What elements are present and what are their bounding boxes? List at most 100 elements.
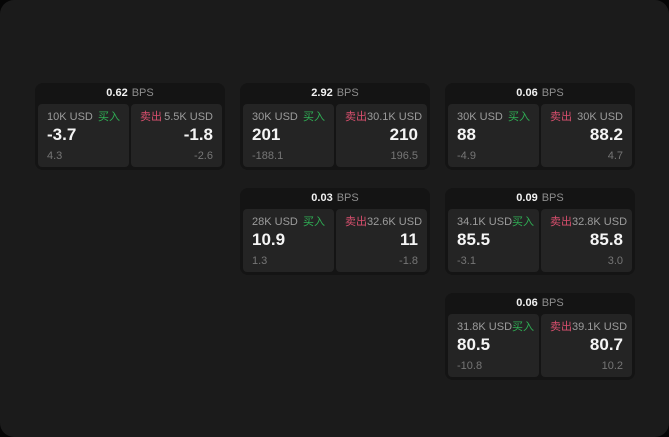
buy-label: 买入 xyxy=(512,321,535,333)
sell-panel[interactable]: 卖出 32.6K USD 11 -1.8 xyxy=(336,209,427,272)
sell-delta: -1.8 xyxy=(399,255,418,267)
sell-amount: 30K USD xyxy=(577,111,623,123)
sell-price: -1.8 xyxy=(183,125,213,144)
buy-label: 买入 xyxy=(508,111,530,123)
buy-price: 88 xyxy=(457,125,476,144)
buy-panel[interactable]: 28K USD 买入 10.9 1.3 xyxy=(243,209,334,272)
buy-panel-top-row: 30K USD 买入 xyxy=(252,111,325,124)
buy-price: 201 xyxy=(252,125,281,144)
sell-price: 11 xyxy=(400,230,418,249)
sell-panel[interactable]: 卖出 30K USD 88.2 4.7 xyxy=(541,104,632,167)
buy-price: 85.5 xyxy=(457,230,491,249)
quote-card: 0.62 BPS 10K USD 买入 -3.7 4.3 卖出 5.5K USD … xyxy=(35,83,225,170)
sell-price: 210 xyxy=(389,125,418,144)
quote-card: 0.06 BPS 31.8K USD 买入 80.5 -10.8 卖出 39.1K… xyxy=(445,293,635,380)
buy-price: 10.9 xyxy=(252,230,286,249)
bps-value: 2.92 xyxy=(311,87,333,99)
buy-amount: 34.1K USD xyxy=(457,216,513,228)
quote-panels: 30K USD 买入 201 -188.1 卖出 30.1K USD 210 1… xyxy=(243,104,427,167)
sell-panel-top-row: 卖出 39.1K USD xyxy=(550,321,627,334)
buy-delta: -10.8 xyxy=(457,360,483,372)
buy-delta: 4.3 xyxy=(47,150,63,162)
sell-price: 88.2 xyxy=(589,125,623,144)
bps-unit-label: BPS xyxy=(131,87,154,99)
buy-panel-top-row: 34.1K USD 买入 xyxy=(457,216,534,229)
bps-value: 0.62 xyxy=(106,87,128,99)
sell-label: 卖出 xyxy=(345,111,367,123)
buy-panel-top-row: 28K USD 买入 xyxy=(252,216,325,229)
sell-delta: 10.2 xyxy=(601,360,623,372)
quote-panels: 30K USD 买入 88 -4.9 卖出 30K USD 88.2 4.7 xyxy=(448,104,632,167)
sell-panel[interactable]: 卖出 30.1K USD 210 196.5 xyxy=(336,104,427,167)
buy-amount: 28K USD xyxy=(252,216,298,228)
buy-label: 买入 xyxy=(303,216,325,228)
bps-unit-label: BPS xyxy=(541,192,564,204)
buy-label: 买入 xyxy=(512,216,535,228)
bps-value: 0.09 xyxy=(516,192,538,204)
buy-panel[interactable]: 31.8K USD 买入 80.5 -10.8 xyxy=(448,314,539,377)
sell-price: 85.8 xyxy=(589,230,623,249)
sell-amount: 5.5K USD xyxy=(164,111,213,123)
buy-panel[interactable]: 30K USD 买入 201 -188.1 xyxy=(243,104,334,167)
sell-delta: -2.6 xyxy=(194,150,213,162)
buy-amount: 10K USD xyxy=(47,111,93,123)
buy-delta: -3.1 xyxy=(457,255,476,267)
quote-panels: 34.1K USD 买入 85.5 -3.1 卖出 32.8K USD 85.8… xyxy=(448,209,632,272)
sell-label: 卖出 xyxy=(140,111,162,123)
buy-panel-top-row: 31.8K USD 买入 xyxy=(457,321,534,334)
sell-label: 卖出 xyxy=(345,216,367,228)
buy-delta: -188.1 xyxy=(252,150,284,162)
sell-panel-top-row: 卖出 5.5K USD xyxy=(140,111,213,124)
sell-amount: 30.1K USD xyxy=(367,111,423,123)
sell-amount: 39.1K USD xyxy=(572,321,628,333)
sell-label: 卖出 xyxy=(550,216,572,228)
bps-unit-label: BPS xyxy=(336,87,359,99)
card-header: 0.03 BPS xyxy=(243,188,427,209)
sell-panel-top-row: 卖出 30K USD xyxy=(550,111,623,124)
buy-panel[interactable]: 34.1K USD 买入 85.5 -3.1 xyxy=(448,209,539,272)
card-header: 0.09 BPS xyxy=(448,188,632,209)
buy-panel-top-row: 10K USD 买入 xyxy=(47,111,120,124)
sell-panel-top-row: 卖出 32.8K USD xyxy=(550,216,627,229)
bps-value: 0.06 xyxy=(516,297,538,309)
card-header: 0.62 BPS xyxy=(38,83,222,104)
sell-delta: 4.7 xyxy=(607,150,623,162)
quote-panels: 31.8K USD 买入 80.5 -10.8 卖出 39.1K USD 80.… xyxy=(448,314,632,377)
card-header: 2.92 BPS xyxy=(243,83,427,104)
buy-delta: -4.9 xyxy=(457,150,476,162)
buy-amount: 30K USD xyxy=(252,111,298,123)
quote-card: 0.09 BPS 34.1K USD 买入 85.5 -3.1 卖出 32.8K … xyxy=(445,188,635,275)
sell-amount: 32.8K USD xyxy=(572,216,628,228)
bps-unit-label: BPS xyxy=(541,87,564,99)
sell-panel-top-row: 卖出 30.1K USD xyxy=(345,111,422,124)
sell-amount: 32.6K USD xyxy=(367,216,423,228)
sell-label: 卖出 xyxy=(550,111,572,123)
quote-card: 0.06 BPS 30K USD 买入 88 -4.9 卖出 30K USD 88… xyxy=(445,83,635,170)
bps-value: 0.06 xyxy=(516,87,538,99)
quote-panels: 28K USD 买入 10.9 1.3 卖出 32.6K USD 11 -1.8 xyxy=(243,209,427,272)
sell-price: 80.7 xyxy=(589,335,623,354)
buy-delta: 1.3 xyxy=(252,255,268,267)
sell-label: 卖出 xyxy=(550,321,572,333)
buy-panel-top-row: 30K USD 买入 xyxy=(457,111,530,124)
bps-value: 0.03 xyxy=(311,192,333,204)
quote-panels: 10K USD 买入 -3.7 4.3 卖出 5.5K USD -1.8 -2.… xyxy=(38,104,222,167)
quote-card: 2.92 BPS 30K USD 买入 201 -188.1 卖出 30.1K U… xyxy=(240,83,430,170)
buy-panel[interactable]: 10K USD 买入 -3.7 4.3 xyxy=(38,104,129,167)
card-header: 0.06 BPS xyxy=(448,83,632,104)
sell-panel[interactable]: 卖出 39.1K USD 80.7 10.2 xyxy=(541,314,632,377)
card-header: 0.06 BPS xyxy=(448,293,632,314)
buy-label: 买入 xyxy=(98,111,120,123)
buy-price: -3.7 xyxy=(47,125,77,144)
cards-grid: 0.62 BPS 10K USD 买入 -3.7 4.3 卖出 5.5K USD … xyxy=(35,83,635,380)
buy-price: 80.5 xyxy=(457,335,491,354)
buy-amount: 30K USD xyxy=(457,111,503,123)
sell-panel[interactable]: 卖出 5.5K USD -1.8 -2.6 xyxy=(131,104,222,167)
quote-card: 0.03 BPS 28K USD 买入 10.9 1.3 卖出 32.6K USD… xyxy=(240,188,430,275)
sell-delta: 3.0 xyxy=(607,255,623,267)
sell-panel-top-row: 卖出 32.6K USD xyxy=(345,216,422,229)
buy-label: 买入 xyxy=(303,111,325,123)
sell-panel[interactable]: 卖出 32.8K USD 85.8 3.0 xyxy=(541,209,632,272)
buy-panel[interactable]: 30K USD 买入 88 -4.9 xyxy=(448,104,539,167)
